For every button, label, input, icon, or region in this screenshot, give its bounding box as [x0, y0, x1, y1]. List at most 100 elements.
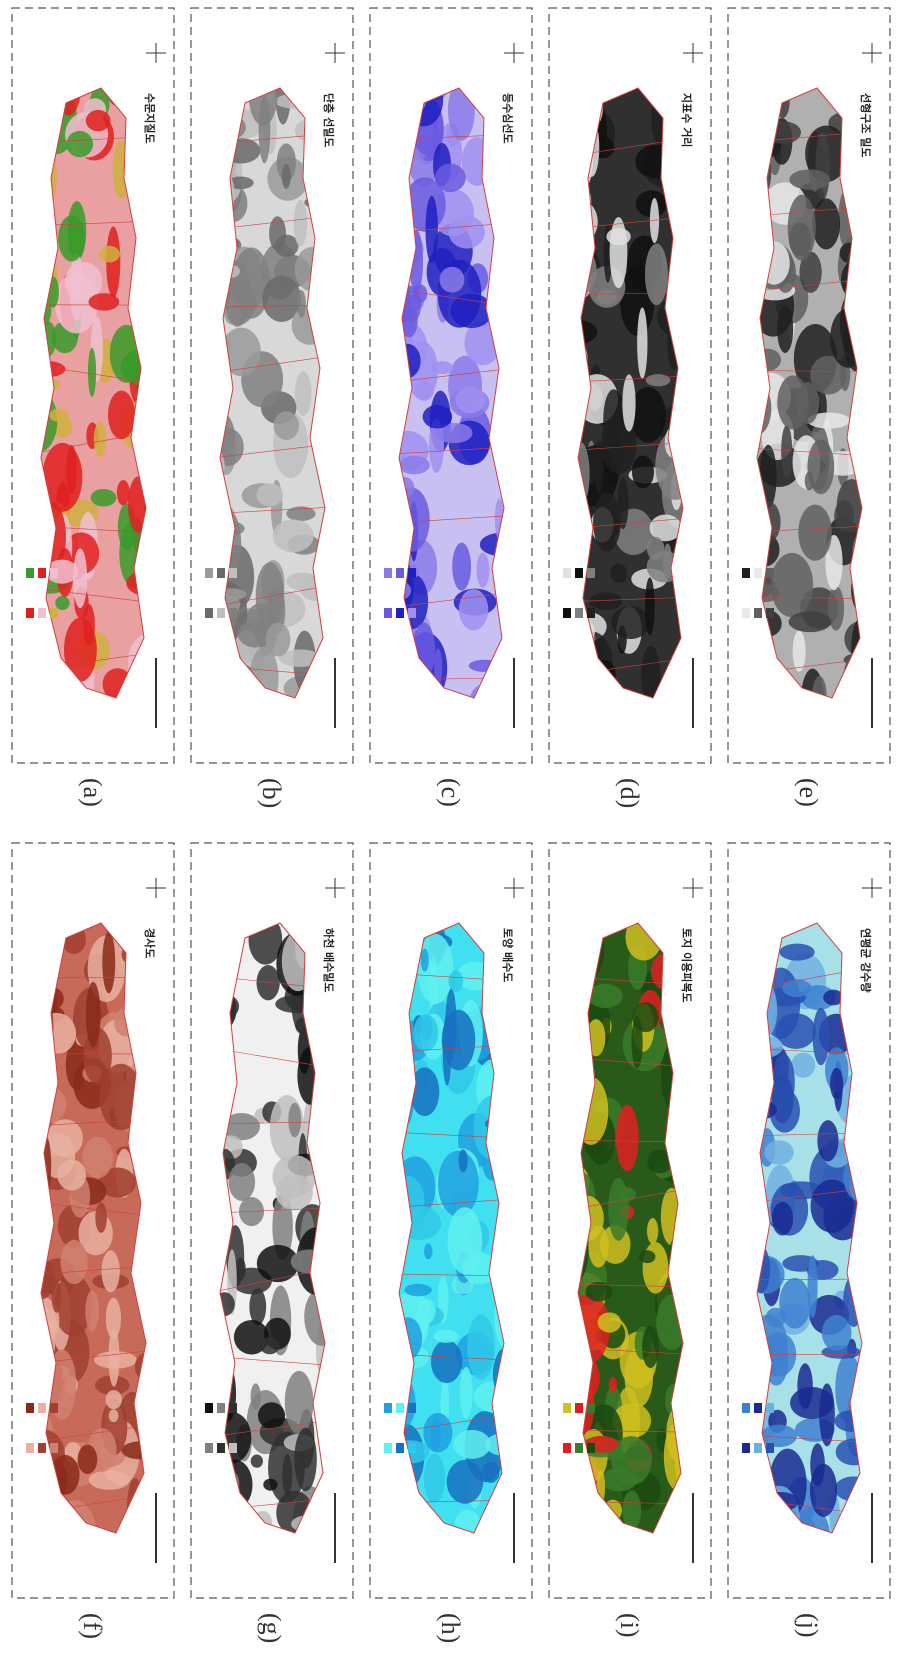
- map-zone: [434, 648, 443, 686]
- map-panel: 토지 이용피복도 (i): [548, 842, 712, 1638]
- map-zone: [275, 1174, 313, 1211]
- map-zone: [757, 1035, 784, 1059]
- panel-title: 토양 배수도: [501, 928, 515, 982]
- legend-swatch: [384, 568, 392, 578]
- map-outline: [40, 87, 147, 699]
- map-panel: 연평균 강수량 (j): [727, 842, 891, 1638]
- map-outline: [756, 87, 863, 699]
- map-zone: [222, 1112, 260, 1141]
- panel-frame: [369, 842, 533, 1599]
- map-zone: [781, 425, 793, 478]
- map-zone: [237, 619, 273, 648]
- boundary: [757, 370, 862, 373]
- map-zone: [399, 1317, 423, 1361]
- legend-swatch: [38, 568, 46, 578]
- map-zone: [448, 970, 464, 992]
- legend-swatch: [384, 1403, 392, 1413]
- map-zone: [399, 201, 408, 224]
- map-zone: [578, 178, 592, 224]
- legend-swatch: [217, 568, 225, 578]
- legend-swatch: [563, 1403, 571, 1413]
- legend-swatch: [766, 1443, 774, 1453]
- legend-swatch: [575, 568, 583, 578]
- map-zone: [282, 1454, 293, 1496]
- map-zone: [757, 501, 781, 543]
- map-zone: [668, 1257, 683, 1293]
- map-zone: [422, 404, 453, 429]
- map-zone: [88, 1470, 130, 1490]
- map-zone: [291, 1514, 325, 1533]
- map-zone: [782, 979, 812, 998]
- map-zone: [220, 88, 225, 126]
- map-zone: [228, 667, 250, 698]
- panel-label: (c): [436, 778, 465, 807]
- map-zone: [82, 1136, 114, 1179]
- map-zone: [455, 386, 486, 414]
- map-zone: [461, 1252, 499, 1285]
- legend-swatch: [396, 1403, 404, 1413]
- legend-swatch: [754, 1443, 762, 1453]
- map-zone: [58, 215, 85, 262]
- map-zone: [41, 115, 53, 146]
- map-zone: [843, 307, 862, 372]
- map-zone: [447, 88, 475, 141]
- map-zone: [41, 225, 56, 270]
- legend-swatch: [50, 1443, 58, 1453]
- boundary: [220, 443, 325, 458]
- map-fill: [757, 923, 862, 1533]
- map-zone: [220, 165, 235, 223]
- map-zone: [320, 1227, 325, 1258]
- legend-swatch: [217, 608, 225, 618]
- map-zone: [777, 375, 809, 430]
- map-zone: [846, 678, 862, 698]
- map-zone: [622, 1490, 642, 1530]
- map-zone: [461, 137, 493, 186]
- boundary: [41, 1424, 146, 1443]
- boundary: [220, 1420, 325, 1437]
- map-zone: [250, 1454, 263, 1468]
- map-zone: [468, 659, 501, 672]
- map-zone: [433, 1329, 459, 1343]
- map-zone: [578, 319, 598, 345]
- map-zone: [140, 460, 146, 488]
- map-zone: [63, 617, 97, 682]
- panel-frame: [548, 7, 712, 764]
- map-zone: [399, 1075, 414, 1128]
- map-zone: [220, 451, 225, 480]
- map-zone: [638, 1250, 656, 1264]
- map-zone: [112, 140, 131, 199]
- map-zone: [220, 558, 222, 599]
- map-zone: [399, 923, 416, 981]
- map-zone: [596, 660, 616, 689]
- map-zone: [50, 1454, 80, 1495]
- map-zone: [812, 1007, 830, 1066]
- map-zone: [664, 145, 683, 213]
- map-zone: [269, 216, 286, 251]
- map-zone: [64, 261, 103, 302]
- map-zone: [479, 532, 504, 557]
- panel-frame: [548, 842, 712, 1599]
- map-zone: [318, 341, 325, 383]
- map-zone: [318, 541, 325, 573]
- map-zone: [815, 131, 830, 201]
- legend-swatch: [396, 1443, 404, 1453]
- panel-title: 토지 이용피복도: [680, 928, 694, 1003]
- map-zone: [578, 156, 581, 222]
- map-zone: [415, 379, 434, 401]
- map-zone: [220, 1471, 232, 1489]
- legend-swatch: [754, 608, 762, 618]
- map-zone: [585, 638, 596, 681]
- map-zone: [404, 923, 415, 967]
- legend-swatch: [563, 568, 571, 578]
- map-zone: [41, 88, 71, 98]
- legend-swatch: [205, 608, 213, 618]
- map-zone: [281, 164, 291, 189]
- map-zone: [262, 275, 302, 322]
- map-zone: [791, 1052, 816, 1078]
- map-zone: [250, 1383, 261, 1410]
- map-zone: [771, 1201, 794, 1236]
- legend-swatch: [766, 568, 774, 578]
- map-zone: [41, 373, 52, 419]
- map-zone: [764, 1140, 794, 1165]
- map-zone: [843, 1150, 862, 1203]
